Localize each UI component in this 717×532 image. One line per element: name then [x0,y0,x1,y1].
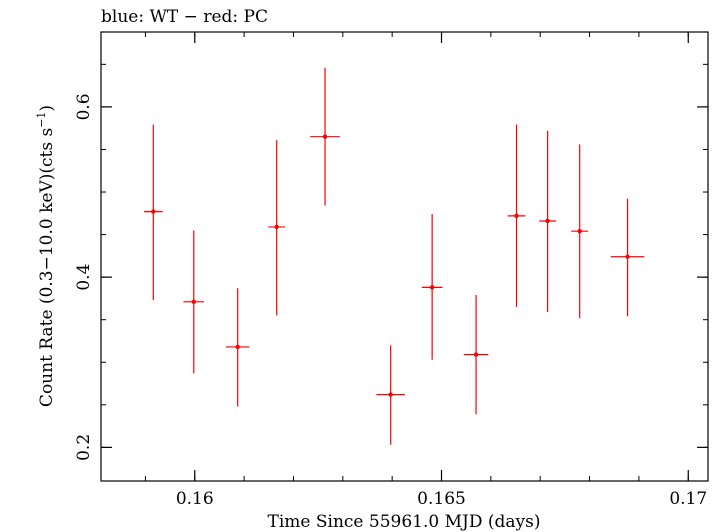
y-axis-label-close: ) [37,105,57,112]
data-marker [235,344,240,350]
data-point [143,124,163,301]
y-axis-label-main: Count Rate (0.3−10.0 keV)(cts s [37,128,57,407]
plot-frame [100,31,709,482]
data-point [463,295,489,415]
data-marker [191,299,196,305]
data-marker [514,213,519,219]
y-axis-tick-labels: 0.2 0.4 0.6 [74,93,94,461]
data-marker [545,218,550,224]
data-point [571,144,589,318]
data-marker [151,209,156,214]
y-tick-label: 0.6 [74,93,94,120]
y-axis-label-exponent: −1 [35,112,48,128]
data-point [225,288,250,407]
data-point [310,67,340,206]
data-marker [274,224,279,230]
y-axis-ticks [101,63,708,448]
x-axis-ticks [144,32,689,481]
data-marker [322,134,328,139]
x-axis-tick-labels: 0.16 0.165 0.17 [176,489,707,509]
x-tick-label: 0.165 [417,489,466,509]
y-tick-label: 0.2 [74,434,94,461]
data-point [539,130,557,313]
data-point [610,198,645,317]
y-tick-label: 0.4 [74,264,94,291]
data-marker [429,285,435,290]
data-point [183,230,205,374]
data-marker [625,254,630,259]
data-marker [577,228,582,234]
data-point [376,345,405,445]
data-point [421,214,443,360]
x-tick-label: 0.17 [669,489,707,509]
x-axis-label: Time Since 55961.0 MJD (days) [268,512,541,532]
data-point [507,124,526,307]
data-marker [388,392,393,397]
chart-title: blue: WT − red: PC [101,7,268,27]
y-axis-label: Count Rate (0.3−10.0 keV)(cts s−1) [35,105,57,407]
x-tick-label: 0.16 [176,489,214,509]
data-series-pc [143,67,645,445]
data-marker [473,352,479,357]
data-point [268,140,286,316]
